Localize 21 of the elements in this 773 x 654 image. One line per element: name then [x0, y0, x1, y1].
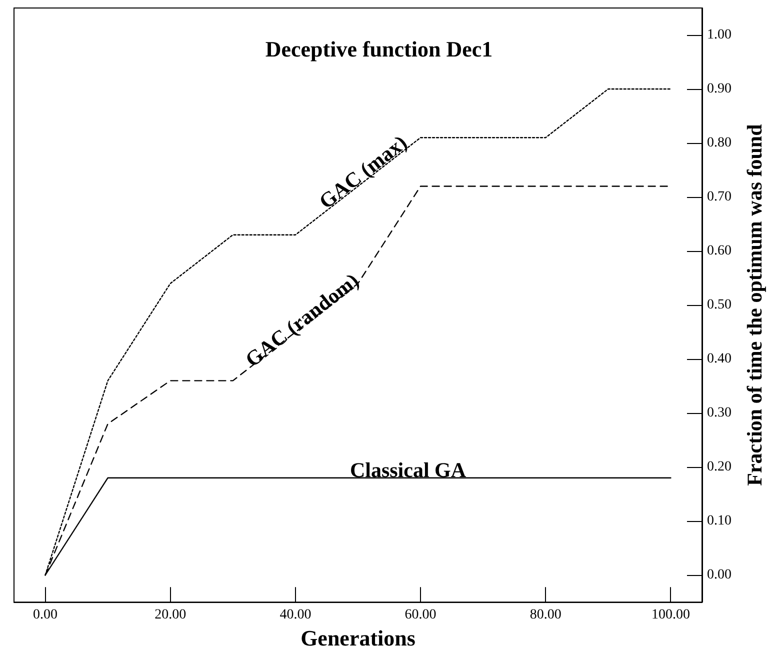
x-tick-label: 100.00	[651, 608, 690, 623]
y-tick-label: 1.00	[707, 28, 732, 43]
x-tick-label: 60.00	[404, 608, 436, 623]
y-axis-title: Fraction of time the optimum was found	[742, 124, 766, 486]
y-tick-label: 0.40	[707, 352, 732, 367]
y-tick-label: 0.60	[707, 244, 732, 259]
y-tick-label: 0.90	[707, 82, 732, 97]
x-tick-label: 80.00	[530, 608, 562, 623]
y-tick-label: 0.30	[707, 406, 732, 421]
series-label: Classical GA	[350, 458, 467, 482]
y-tick-label: 0.80	[707, 136, 732, 151]
y-tick-label: 0.00	[707, 568, 732, 583]
x-axis-title: Generations	[300, 626, 416, 650]
y-tick-label: 0.10	[707, 514, 732, 529]
x-tick-label: 20.00	[154, 608, 186, 623]
x-tick-label: 0.00	[33, 608, 58, 623]
y-tick-label: 0.70	[707, 190, 732, 205]
y-tick-label: 0.50	[707, 298, 732, 313]
text: Deceptive function Dec1	[265, 36, 493, 62]
y-tick-label: 0.20	[707, 460, 732, 475]
x-tick-label: 40.00	[280, 608, 312, 623]
